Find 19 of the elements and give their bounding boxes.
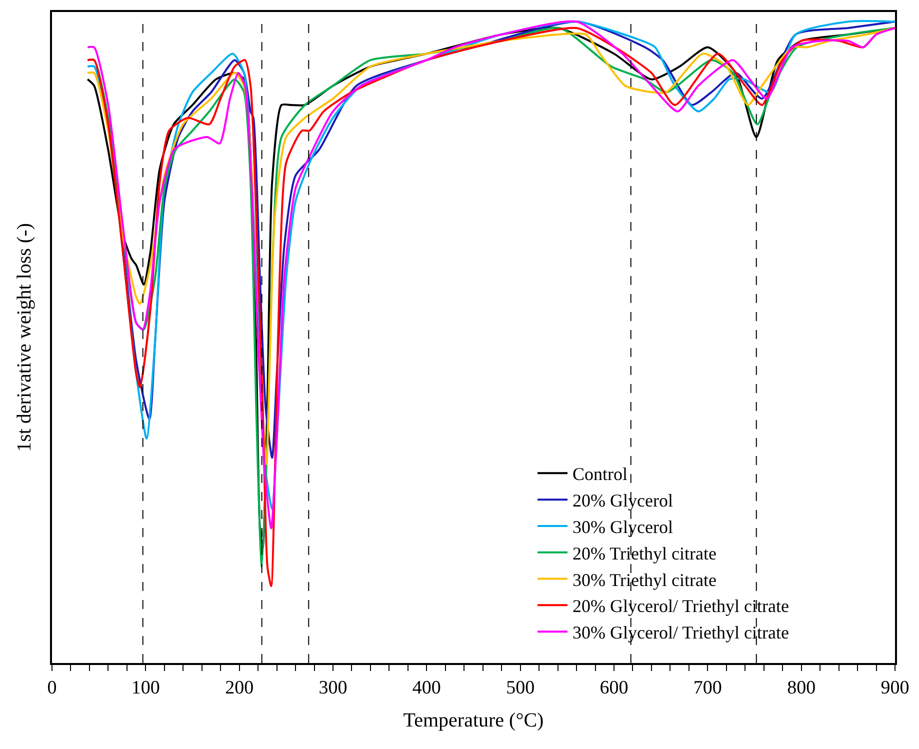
x-tick-label: 900 — [880, 678, 910, 699]
legend-label: 30% Triethyl citrate — [572, 570, 717, 590]
x-axis-title: Temperature (°C) — [403, 710, 544, 732]
x-tick-label: 800 — [787, 678, 816, 699]
legend-label: 30% Glycerol/ Triethyl citrate — [572, 622, 789, 643]
x-tick-label: 600 — [600, 678, 628, 699]
x-tick-label: 700 — [693, 678, 722, 699]
legend-label: 20% Glycerol — [572, 490, 673, 511]
x-tick-label: 500 — [506, 678, 535, 699]
x-tick-label: 100 — [131, 678, 160, 699]
x-tick-label: 400 — [412, 678, 441, 699]
y-axis-title: 1st derivative weight loss (-) — [13, 223, 36, 452]
legend-label: 30% Glycerol — [572, 517, 673, 537]
legend-label: Control — [572, 464, 628, 484]
x-tick-label: 0 — [47, 678, 57, 699]
x-tick-label: 200 — [225, 678, 254, 699]
legend-label: 20% Glycerol/ Triethyl citrate — [572, 596, 789, 616]
x-tick-label: 300 — [318, 678, 348, 699]
legend-label: 20% Triethyl citrate — [572, 543, 717, 564]
